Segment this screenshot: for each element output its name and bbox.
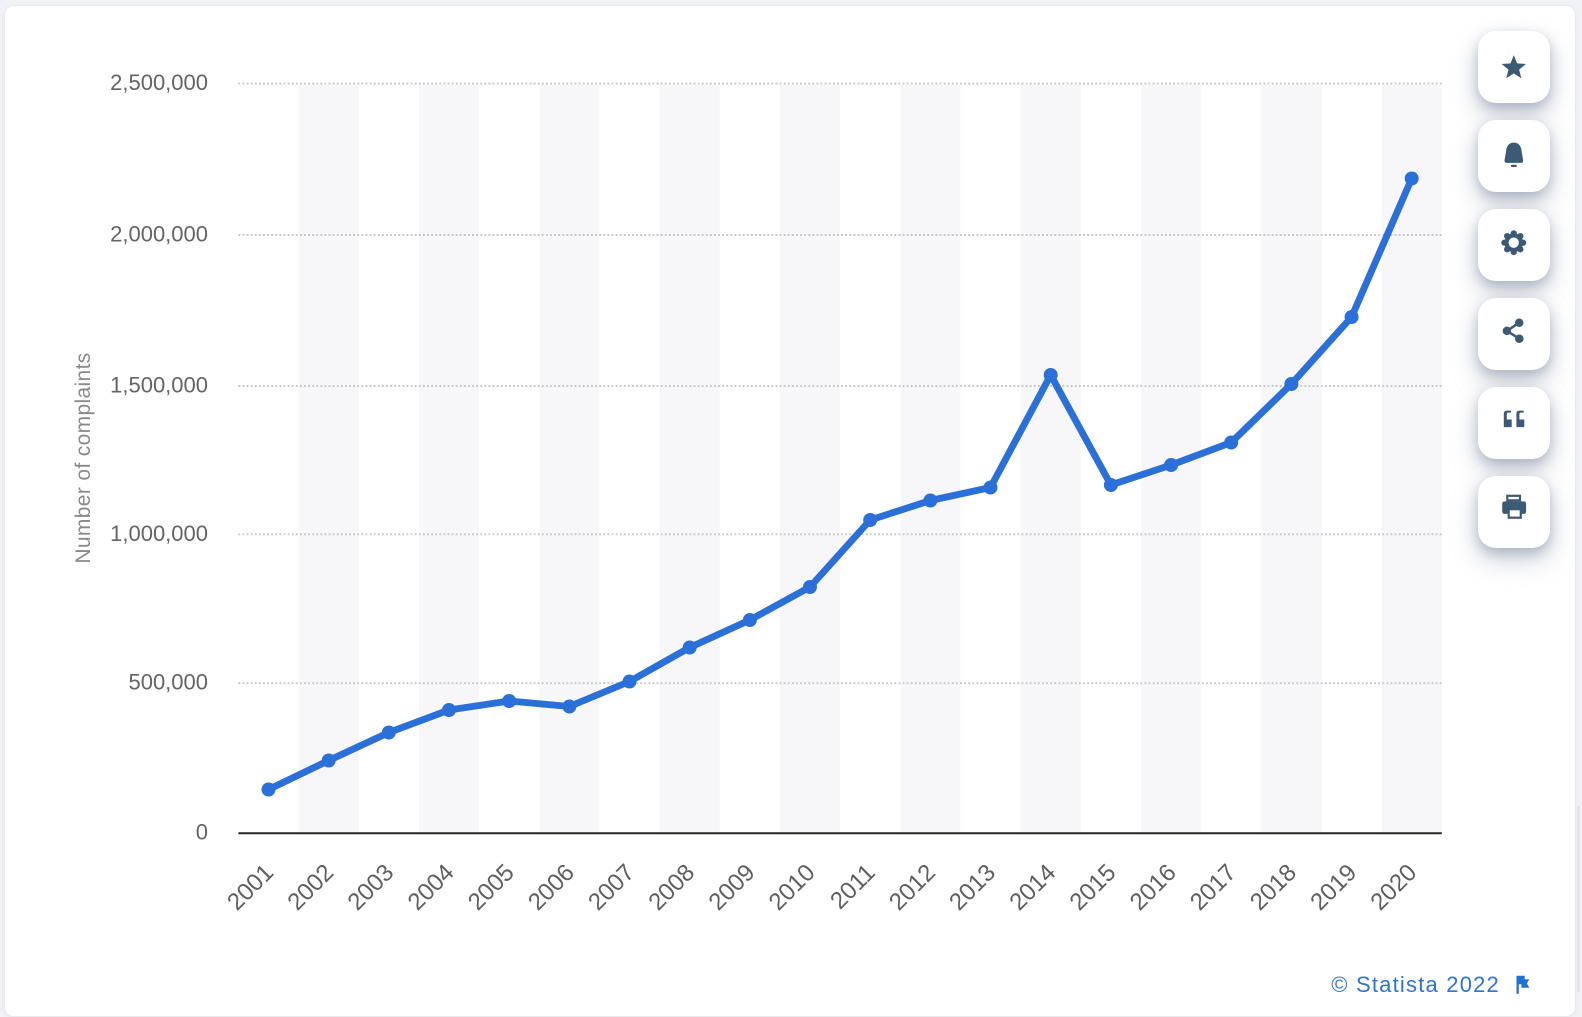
svg-text:2015: 2015 [1065, 859, 1122, 916]
svg-text:2003: 2003 [342, 859, 399, 916]
svg-text:1,000,000: 1,000,000 [110, 521, 208, 546]
svg-text:2019: 2019 [1305, 859, 1362, 916]
svg-text:0: 0 [196, 820, 208, 845]
svg-text:2002: 2002 [282, 859, 339, 916]
svg-text:2013: 2013 [944, 859, 1001, 916]
svg-text:2012: 2012 [884, 859, 941, 916]
svg-text:2007: 2007 [583, 859, 640, 916]
svg-text:2006: 2006 [523, 859, 580, 916]
svg-text:2,000,000: 2,000,000 [110, 222, 208, 247]
svg-text:2014: 2014 [1004, 859, 1061, 916]
svg-text:2017: 2017 [1185, 859, 1242, 916]
svg-text:500,000: 500,000 [128, 670, 208, 695]
svg-text:2010: 2010 [764, 859, 821, 916]
svg-text:1,500,000: 1,500,000 [110, 373, 208, 398]
svg-text:2005: 2005 [463, 859, 520, 916]
svg-text:2004: 2004 [403, 859, 460, 916]
svg-text:2018: 2018 [1245, 859, 1302, 916]
svg-text:2016: 2016 [1125, 859, 1182, 916]
svg-text:2001: 2001 [222, 859, 279, 916]
svg-text:2009: 2009 [704, 859, 761, 916]
svg-text:2,500,000: 2,500,000 [110, 70, 208, 95]
svg-text:Number of complaints: Number of complaints [72, 352, 95, 563]
svg-text:2008: 2008 [643, 859, 700, 916]
svg-text:2011: 2011 [825, 859, 881, 915]
svg-text:2020: 2020 [1365, 859, 1422, 916]
svg-text:© Statista 2022: © Statista 2022 [1331, 972, 1500, 997]
